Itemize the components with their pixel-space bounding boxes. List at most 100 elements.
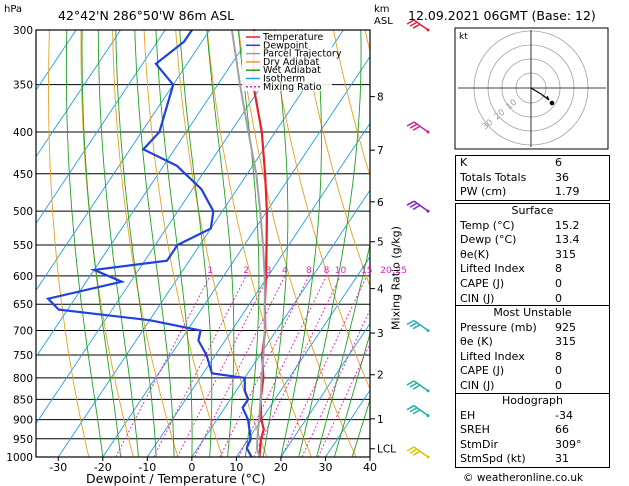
wet-adiabat-line — [351, 398, 370, 457]
most-unstable-label: CAPE (J) — [460, 364, 505, 378]
wet-adiabat-line — [155, 30, 193, 457]
hpa-unit-label: hPa — [4, 4, 23, 15]
surface-label: Lifted Index — [460, 262, 525, 276]
wind-barb-flag — [406, 319, 415, 326]
pressure-tick-label: 350 — [13, 80, 33, 92]
parcel-trajectory-line — [230, 30, 266, 457]
surface-row: CIN (J) 0 — [456, 292, 609, 307]
legend-label: Mixing Ratio — [263, 82, 322, 93]
pressure-tick-label: 600 — [13, 271, 33, 283]
mixing-ratio-line — [219, 275, 310, 457]
surface-row: θe(K) 315 — [456, 248, 609, 263]
wind-barb-flag — [406, 121, 415, 127]
isotherm-line — [36, 30, 300, 425]
surface-value: 315 — [555, 247, 576, 261]
most-unstable-label: CIN (J) — [460, 378, 495, 392]
km-unit-label: km — [374, 4, 390, 15]
surface-row: Dewp (°C) 13.4 — [456, 233, 609, 248]
mixing-ratio-line — [115, 275, 211, 457]
km-tick-label: 8 — [377, 92, 384, 104]
legend-label: Wet Adiabat — [263, 65, 321, 76]
x-axis-label: Dewpoint / Temperature (°C) — [86, 471, 266, 486]
wet-adiabat-line — [280, 30, 322, 457]
wind-barb-flag — [409, 21, 418, 27]
hodograph-params-panel: Hodograph EH -34 SREH 66 StmDir 309° StmSpd (k… — [455, 393, 610, 468]
wind-barb-flag — [406, 380, 415, 386]
surface-value: 0 — [555, 276, 562, 290]
isotherm-line — [57, 30, 344, 457]
surface-row: Temp (°C) 15.2 — [456, 219, 609, 234]
wind-barb-flag — [409, 382, 418, 388]
wind-barb — [406, 446, 430, 459]
wet-adiabat-line — [97, 30, 139, 457]
wind-barb — [406, 380, 430, 393]
most-unstable-row: Lifted Index 8 — [456, 350, 609, 365]
plot-frame — [35, 29, 371, 458]
wet-adiabat-line — [134, 30, 175, 457]
pressure-tick-label: 500 — [13, 206, 33, 218]
wind-barb-flag — [409, 407, 418, 413]
pressure-tick-label: 750 — [13, 350, 33, 362]
dry-adiabat-line — [206, 30, 312, 457]
temp-tick-label: -10 — [138, 461, 156, 474]
wet-adiabat-line — [206, 30, 235, 457]
wet-adiabat-line — [115, 30, 157, 457]
mixing-ratio-line — [176, 275, 269, 457]
km-tick-label: 7 — [377, 145, 384, 157]
wind-barb — [406, 405, 430, 418]
most-unstable-row: CIN (J) 0 — [456, 379, 609, 394]
index-value: 6 — [555, 156, 562, 169]
temp-tick-label: 0 — [188, 461, 195, 474]
most-unstable-row: θe (K) 315 — [456, 335, 609, 350]
wind-barb-base — [426, 389, 430, 393]
temp-tick-label: 20 — [274, 461, 288, 474]
mixing-ratio-line — [253, 275, 341, 457]
index-label: K — [460, 156, 468, 169]
wind-barb-flag — [412, 384, 421, 390]
most-unstable-label: Lifted Index — [460, 349, 525, 363]
hodograph-unit: kt — [459, 32, 468, 42]
wind-barb-flag — [412, 204, 421, 211]
isotherm-line — [280, 322, 370, 457]
most-unstable-value: 315 — [555, 335, 576, 349]
dry-adiabat-line — [333, 30, 370, 178]
wind-barb-flag — [409, 448, 418, 454]
wind-barb-shaft — [413, 405, 429, 417]
legend-label: Dry Adiabat — [263, 57, 320, 68]
mixing-ratio-label: 25 — [396, 266, 407, 276]
mixing-ratio-label: 2 — [243, 266, 249, 276]
wind-barb — [406, 200, 430, 213]
km-tick-label: 5 — [377, 237, 384, 249]
legend-label: Isotherm — [263, 74, 305, 85]
most-unstable-title: Most Unstable — [493, 306, 572, 319]
wet-adiabat-line — [298, 30, 362, 457]
mixing-ratio-label: 8 — [324, 266, 330, 276]
km-tick-label: 1 — [377, 414, 384, 426]
most-unstable-label: Pressure (mb) — [460, 320, 537, 334]
surface-row: Lifted Index 8 — [456, 262, 609, 277]
isotherm-line — [191, 189, 370, 457]
index-value: 36 — [555, 170, 569, 184]
wind-barb-base — [426, 414, 430, 418]
wind-barb-flag — [412, 409, 421, 415]
pressure-tick-label: 850 — [13, 394, 33, 406]
isotherm-line — [36, 30, 211, 292]
mixing-ratio-label: 1 — [207, 266, 213, 276]
surface-title: Surface — [511, 204, 554, 217]
surface-value: 15.2 — [555, 218, 580, 232]
hodograph-param-value: 309° — [555, 437, 582, 451]
mixing-ratio-label: 4 — [282, 266, 288, 276]
pressure-tick-label: 900 — [13, 415, 33, 427]
temp-tick-label: 30 — [318, 461, 332, 474]
pressure-tick-label: 550 — [13, 240, 33, 252]
wind-barb-shaft — [413, 380, 429, 392]
wind-barb-shaft — [413, 19, 429, 31]
dry-adiabat-line — [301, 30, 370, 288]
datetime-title: 12.09.2021 06GMT (Base: 12) — [408, 8, 596, 23]
dry-adiabat-line — [48, 30, 90, 457]
km-tick-label: 2 — [377, 370, 384, 382]
surface-row: CAPE (J) 0 — [456, 277, 609, 292]
wind-barb-base — [426, 209, 430, 213]
pressure-tick-label: 950 — [13, 434, 33, 446]
temp-tick-label: 10 — [229, 461, 243, 474]
